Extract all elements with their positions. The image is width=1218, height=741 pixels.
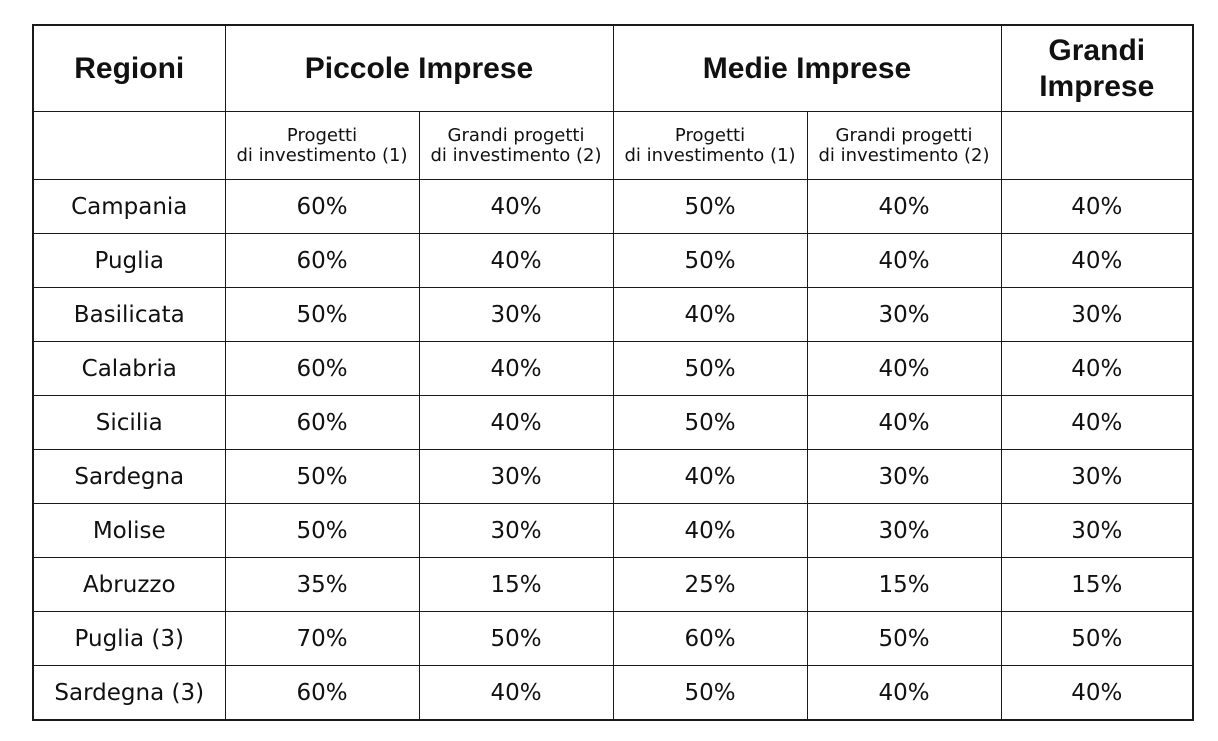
header-regioni: Regioni — [32, 24, 226, 112]
cell-piccole-grandi-progetti: 40% — [418, 179, 614, 234]
cell-medie-grandi-progetti: 50% — [806, 611, 1002, 666]
header-grandi-imprese: Grandi Imprese — [1000, 24, 1194, 112]
subheader-line: di investimento (2) — [818, 144, 990, 166]
subheader-line: Progetti — [286, 124, 358, 146]
cell-piccole-grandi-progetti: 30% — [418, 503, 614, 558]
cell-medie-grandi-progetti: 40% — [806, 341, 1002, 396]
cell-piccole-progetti: 50% — [224, 449, 420, 504]
subheader-line: di investimento (1) — [236, 144, 408, 166]
cell-medie-progetti: 25% — [612, 557, 808, 612]
cell-piccole-grandi-progetti: 30% — [418, 287, 614, 342]
table-row: Molise 50% 30% 40% 30% 30% — [32, 503, 1194, 558]
cell-region: Sardegna — [32, 449, 226, 504]
cell-medie-grandi-progetti: 40% — [806, 665, 1002, 721]
cell-grandi-imprese: 40% — [1000, 179, 1194, 234]
cell-region: Puglia — [32, 233, 226, 288]
cell-medie-progetti: 50% — [612, 665, 808, 721]
cell-grandi-imprese: 30% — [1000, 449, 1194, 504]
cell-piccole-progetti: 50% — [224, 503, 420, 558]
cell-medie-grandi-progetti: 40% — [806, 233, 1002, 288]
cell-piccole-grandi-progetti: 30% — [418, 449, 614, 504]
cell-piccole-grandi-progetti: 40% — [418, 341, 614, 396]
subheader-medie-grandi-progetti: Grandi progetti di investimento (2) — [806, 111, 1002, 180]
cell-medie-progetti: 50% — [612, 395, 808, 450]
header-row-secondary: Progetti di investimento (1) Grandi prog… — [32, 111, 1194, 180]
table-row: Sicilia 60% 40% 50% 40% 40% — [32, 395, 1194, 450]
table-row: Abruzzo 35% 15% 25% 15% 15% — [32, 557, 1194, 612]
cell-piccole-progetti: 60% — [224, 395, 420, 450]
cell-grandi-imprese: 40% — [1000, 233, 1194, 288]
table-row: Basilicata 50% 30% 40% 30% 30% — [32, 287, 1194, 342]
subheader-piccole-progetti: Progetti di investimento (1) — [224, 111, 420, 180]
cell-piccole-grandi-progetti: 40% — [418, 233, 614, 288]
cell-region: Molise — [32, 503, 226, 558]
subheader-line: di investimento (1) — [624, 144, 796, 166]
cell-medie-grandi-progetti: 15% — [806, 557, 1002, 612]
cell-piccole-grandi-progetti: 40% — [418, 395, 614, 450]
cell-medie-grandi-progetti: 30% — [806, 449, 1002, 504]
cell-piccole-progetti: 70% — [224, 611, 420, 666]
cell-medie-progetti: 50% — [612, 233, 808, 288]
subheader-piccole-grandi-progetti: Grandi progetti di investimento (2) — [418, 111, 614, 180]
subheader-line: Progetti — [674, 124, 746, 146]
cell-medie-progetti: 60% — [612, 611, 808, 666]
table-row: Puglia 60% 40% 50% 40% 40% — [32, 233, 1194, 288]
cell-region: Basilicata — [32, 287, 226, 342]
cell-region: Sicilia — [32, 395, 226, 450]
cell-medie-grandi-progetti: 30% — [806, 287, 1002, 342]
cell-grandi-imprese: 50% — [1000, 611, 1194, 666]
table-row: Puglia (3) 70% 50% 60% 50% 50% — [32, 611, 1194, 666]
cell-grandi-imprese: 15% — [1000, 557, 1194, 612]
subheader-line: di investimento (2) — [430, 144, 602, 166]
cell-medie-progetti: 50% — [612, 179, 808, 234]
table-row: Sardegna (3) 60% 40% 50% 40% 40% — [32, 665, 1194, 721]
cell-region: Puglia (3) — [32, 611, 226, 666]
subheader-line: Grandi progetti — [447, 124, 585, 146]
subheader-medie-progetti: Progetti di investimento (1) — [612, 111, 808, 180]
header-grandi-imprese-label: Grandi Imprese — [1039, 33, 1155, 103]
header-row-primary: Regioni Piccole Imprese Medie Imprese Gr… — [32, 24, 1194, 112]
cell-medie-progetti: 40% — [612, 503, 808, 558]
table-row: Calabria 60% 40% 50% 40% 40% — [32, 341, 1194, 396]
cell-grandi-imprese: 40% — [1000, 395, 1194, 450]
subheader-line: Grandi progetti — [835, 124, 973, 146]
header-medie-imprese: Medie Imprese — [612, 24, 1002, 112]
cell-medie-grandi-progetti: 40% — [806, 179, 1002, 234]
cell-medie-progetti: 50% — [612, 341, 808, 396]
subheader-empty-grandi — [1000, 111, 1194, 180]
table-row: Campania 60% 40% 50% 40% 40% — [32, 179, 1194, 234]
cell-grandi-imprese: 30% — [1000, 287, 1194, 342]
cell-piccole-progetti: 60% — [224, 665, 420, 721]
cell-region: Abruzzo — [32, 557, 226, 612]
cell-piccole-progetti: 60% — [224, 341, 420, 396]
table-row: Sardegna 50% 30% 40% 30% 30% — [32, 449, 1194, 504]
cell-piccole-grandi-progetti: 40% — [418, 665, 614, 721]
cell-piccole-progetti: 60% — [224, 179, 420, 234]
cell-piccole-progetti: 60% — [224, 233, 420, 288]
incentives-table: Regioni Piccole Imprese Medie Imprese Gr… — [32, 24, 1195, 721]
cell-medie-progetti: 40% — [612, 287, 808, 342]
cell-piccole-grandi-progetti: 15% — [418, 557, 614, 612]
cell-grandi-imprese: 40% — [1000, 341, 1194, 396]
subheader-empty-regioni — [32, 111, 226, 180]
cell-piccole-progetti: 50% — [224, 287, 420, 342]
cell-medie-progetti: 40% — [612, 449, 808, 504]
cell-region: Calabria — [32, 341, 226, 396]
header-piccole-imprese: Piccole Imprese — [224, 24, 614, 112]
cell-grandi-imprese: 30% — [1000, 503, 1194, 558]
cell-medie-grandi-progetti: 40% — [806, 395, 1002, 450]
cell-piccole-grandi-progetti: 50% — [418, 611, 614, 666]
cell-piccole-progetti: 35% — [224, 557, 420, 612]
cell-region: Campania — [32, 179, 226, 234]
cell-medie-grandi-progetti: 30% — [806, 503, 1002, 558]
cell-region: Sardegna (3) — [32, 665, 226, 721]
cell-grandi-imprese: 40% — [1000, 665, 1194, 721]
